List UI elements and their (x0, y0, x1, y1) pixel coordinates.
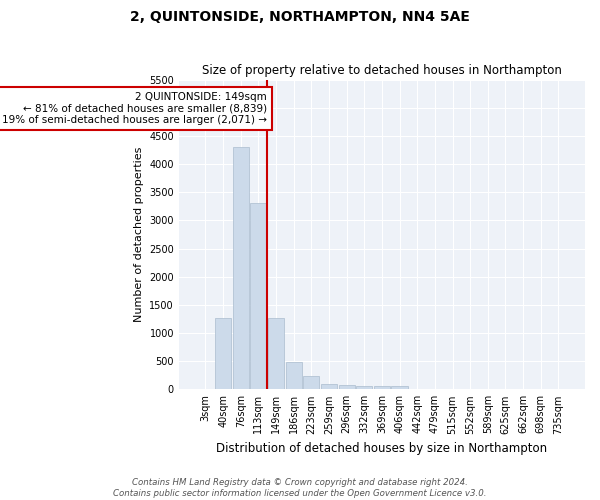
Bar (233, 147, 249, 390)
Bar (268, 318, 284, 390)
Bar (391, 386, 407, 390)
Text: 2, QUINTONSIDE, NORTHAMPTON, NN4 5AE: 2, QUINTONSIDE, NORTHAMPTON, NN4 5AE (130, 10, 470, 24)
Bar (286, 362, 302, 390)
Bar (338, 386, 355, 390)
Bar (356, 386, 373, 390)
Bar (250, 204, 266, 390)
Bar (215, 318, 231, 390)
Text: Contains HM Land Registry data © Crown copyright and database right 2024.
Contai: Contains HM Land Registry data © Crown c… (113, 478, 487, 498)
Bar (303, 376, 319, 390)
Bar (374, 386, 390, 390)
X-axis label: Distribution of detached houses by size in Northampton: Distribution of detached houses by size … (217, 442, 547, 455)
Y-axis label: Number of detached properties: Number of detached properties (134, 146, 143, 322)
Bar (321, 384, 337, 390)
Title: Size of property relative to detached houses in Northampton: Size of property relative to detached ho… (202, 64, 562, 77)
Text: 2 QUINTONSIDE: 149sqm
← 81% of detached houses are smaller (8,839)
19% of semi-d: 2 QUINTONSIDE: 149sqm ← 81% of detached … (2, 92, 267, 125)
